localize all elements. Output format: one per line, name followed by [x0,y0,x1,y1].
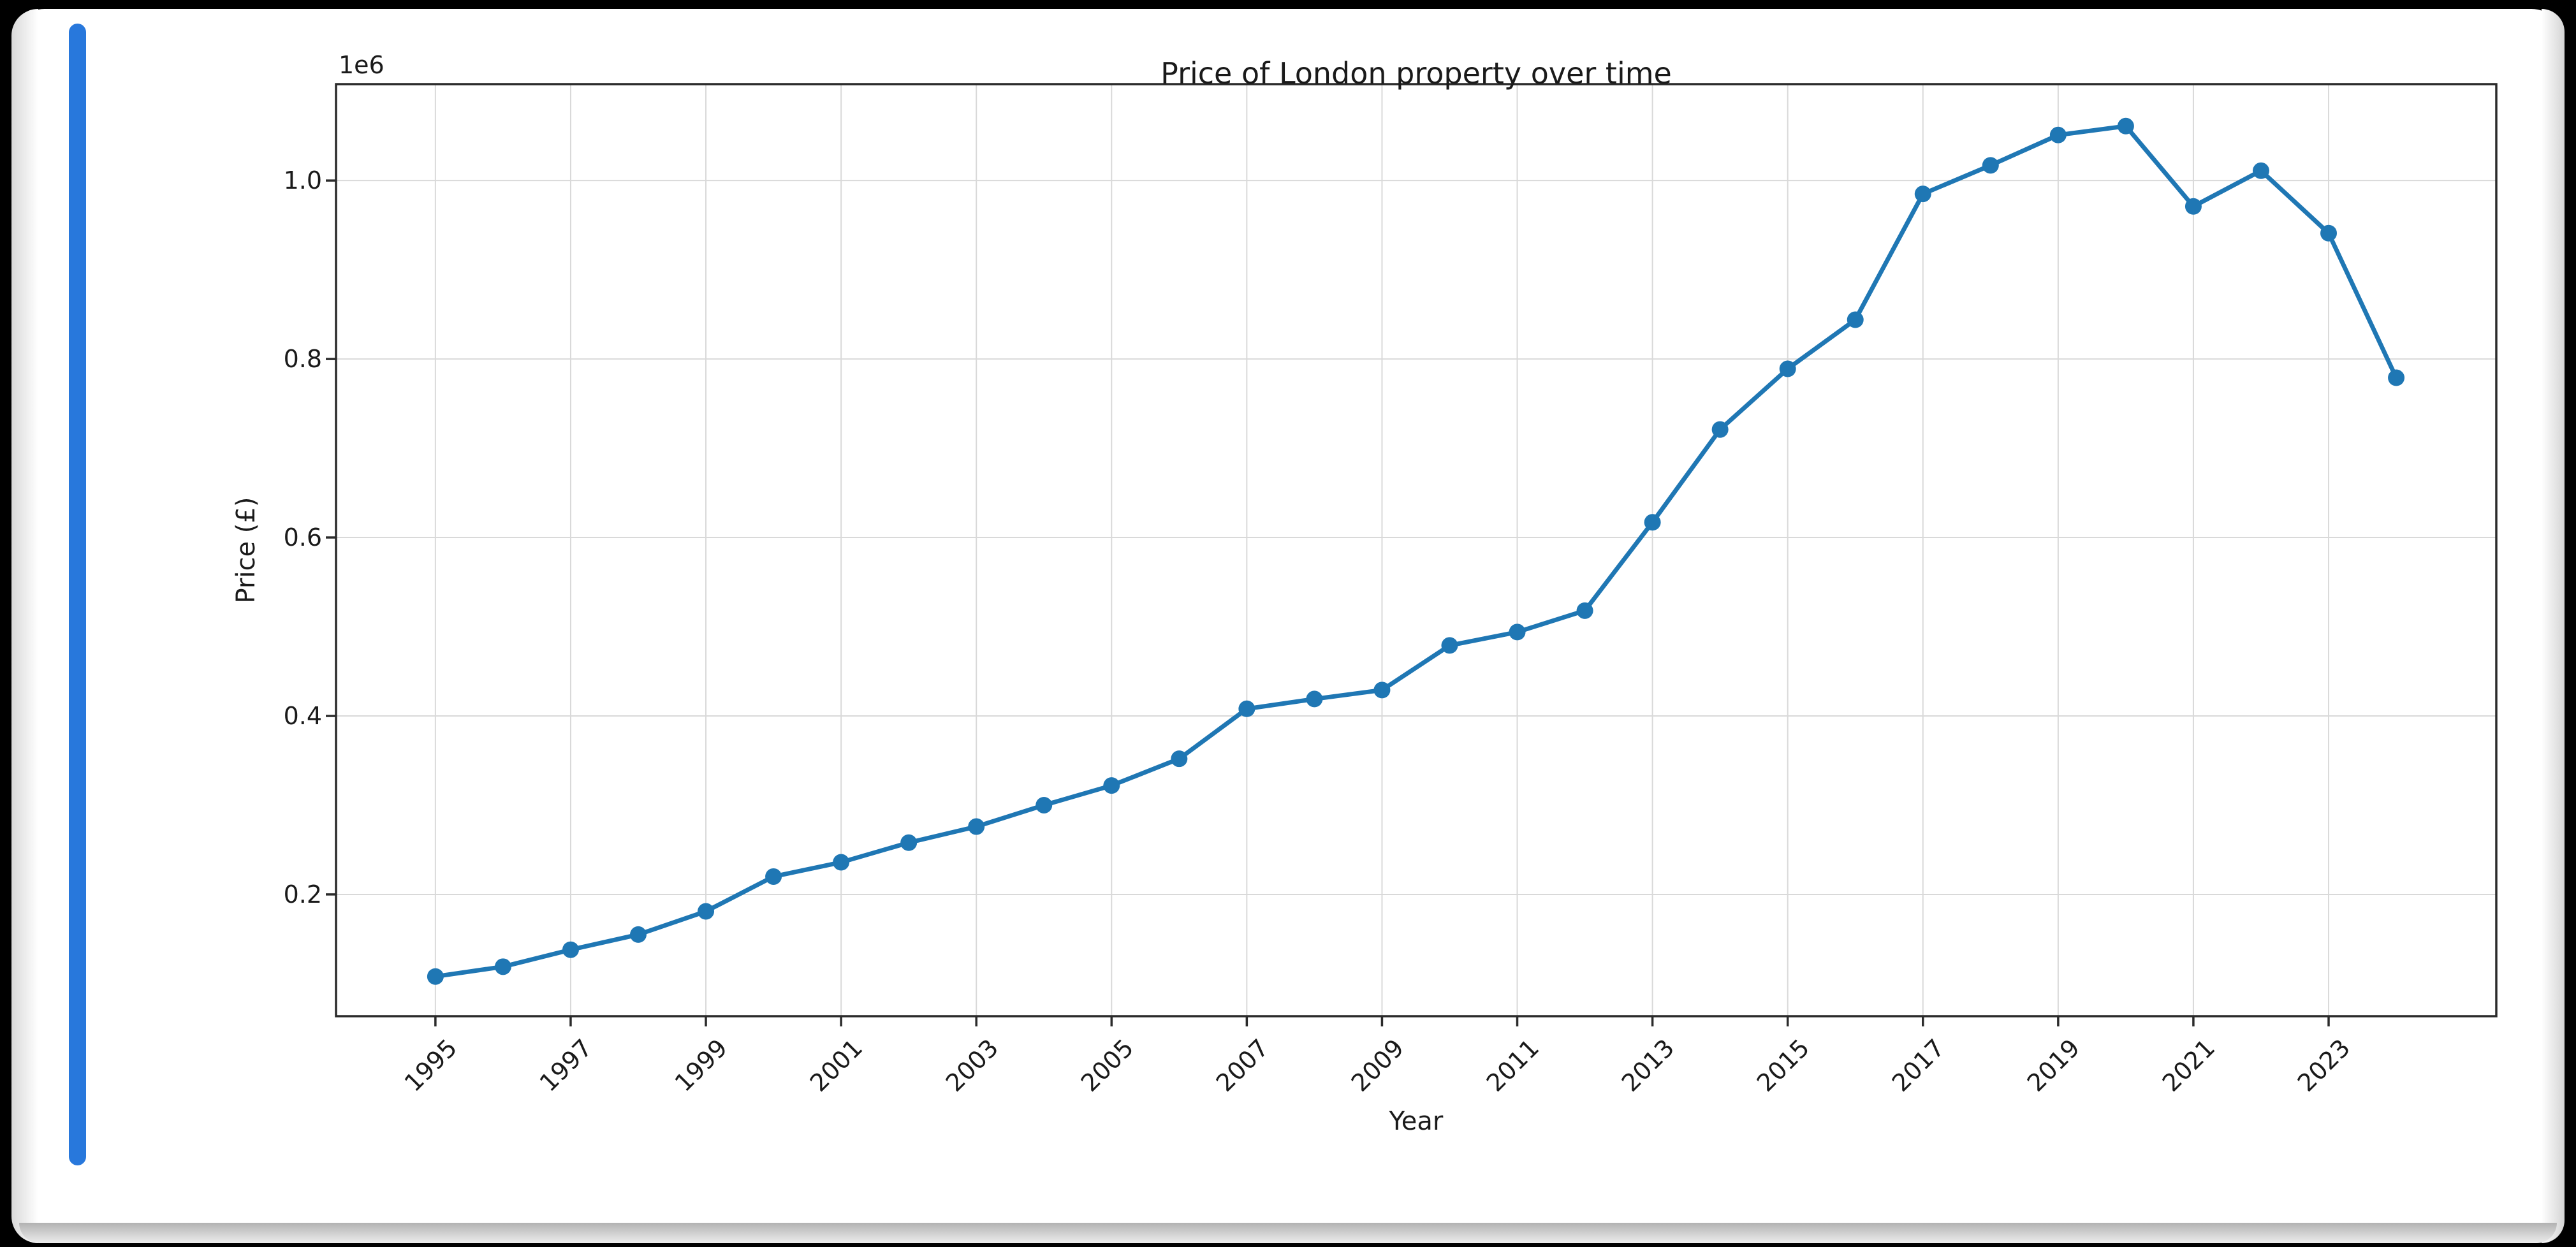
chart-title: Price of London property over time [1160,56,1672,91]
y-tick-label: 0.2 [283,880,322,908]
data-point [1847,311,1864,328]
data-point [1509,624,1526,641]
data-point [1238,700,1255,717]
data-point [2320,224,2338,242]
data-point [1779,360,1796,377]
y-tick-label: 0.6 [283,523,322,552]
data-point [833,854,850,871]
data-point [494,958,511,975]
data-point [562,941,579,958]
x-axis-label: Year [1389,1107,1444,1136]
data-point [1711,421,1729,438]
data-point [2117,117,2134,135]
data-point [2184,198,2202,215]
data-point [1171,750,1188,768]
data-point [900,834,918,851]
y-tick-label: 1.0 [283,166,322,195]
data-point [2049,126,2067,143]
data-point [968,818,985,835]
y-tick-label: 0.8 [283,345,322,374]
data-point [1441,637,1458,654]
y-axis-multiplier-label: 1e6 [339,51,384,79]
data-point [1036,796,1053,813]
card-bottom-edge-shadow [19,1223,2557,1243]
data-point [765,868,782,885]
data-point [427,968,444,985]
data-point [2252,162,2269,179]
data-point [1373,682,1391,699]
data-point [1576,602,1593,619]
y-tick-label: 0.4 [283,701,322,730]
data-point [1306,690,1323,708]
data-point [698,903,715,920]
vertical-scrollbar-thumb[interactable] [69,24,86,1165]
series-line [433,124,2399,979]
data-point [1982,157,1999,174]
data-point [1914,186,1931,203]
card-right-edge-shadow [2542,9,2565,1243]
data-point [1644,514,1661,531]
data-point [2388,369,2405,386]
data-point [630,926,647,943]
card-left-edge-shadow [11,9,38,1243]
axes-frame [335,83,2498,1017]
data-point [1103,777,1120,794]
window-card [11,9,2565,1243]
